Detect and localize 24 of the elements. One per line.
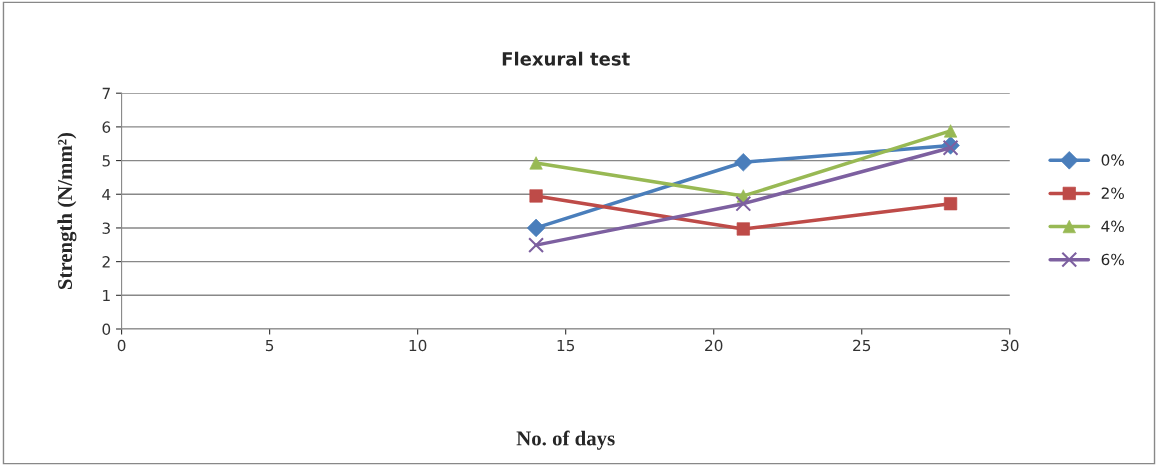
chart-title: Flexural test: [502, 51, 630, 66]
y-tick-label: 5: [102, 155, 110, 167]
x-tick-label: 10: [409, 339, 427, 352]
y-tick-label: 3: [102, 222, 110, 234]
legend-label: 2%: [1101, 187, 1124, 199]
legend-label: 0%: [1101, 154, 1124, 166]
x-tick-label: 30: [1001, 339, 1019, 352]
y-tick-label: 2: [102, 256, 110, 268]
point: [735, 195, 752, 212]
x-tick-label: 25: [853, 339, 871, 352]
y-tick-label: 0: [102, 323, 111, 336]
y-tick-label: 4: [102, 188, 111, 201]
x-tick-label: 20: [705, 339, 723, 352]
y-axis-title: Strength (N/mm²): [57, 132, 77, 290]
x-tick-label: 5: [265, 339, 274, 352]
x-tick-label: 15: [557, 339, 575, 352]
y-tick-label: 6: [102, 121, 111, 133]
legend-label: 4%: [1101, 220, 1124, 233]
x-tick-label: 0: [117, 339, 126, 352]
y-tick-label: 7: [102, 87, 110, 99]
legend-label: 6%: [1101, 253, 1124, 266]
point: [528, 237, 545, 254]
y-tick-label: 1: [103, 289, 110, 302]
x-axis-title: No. of days: [516, 430, 615, 450]
